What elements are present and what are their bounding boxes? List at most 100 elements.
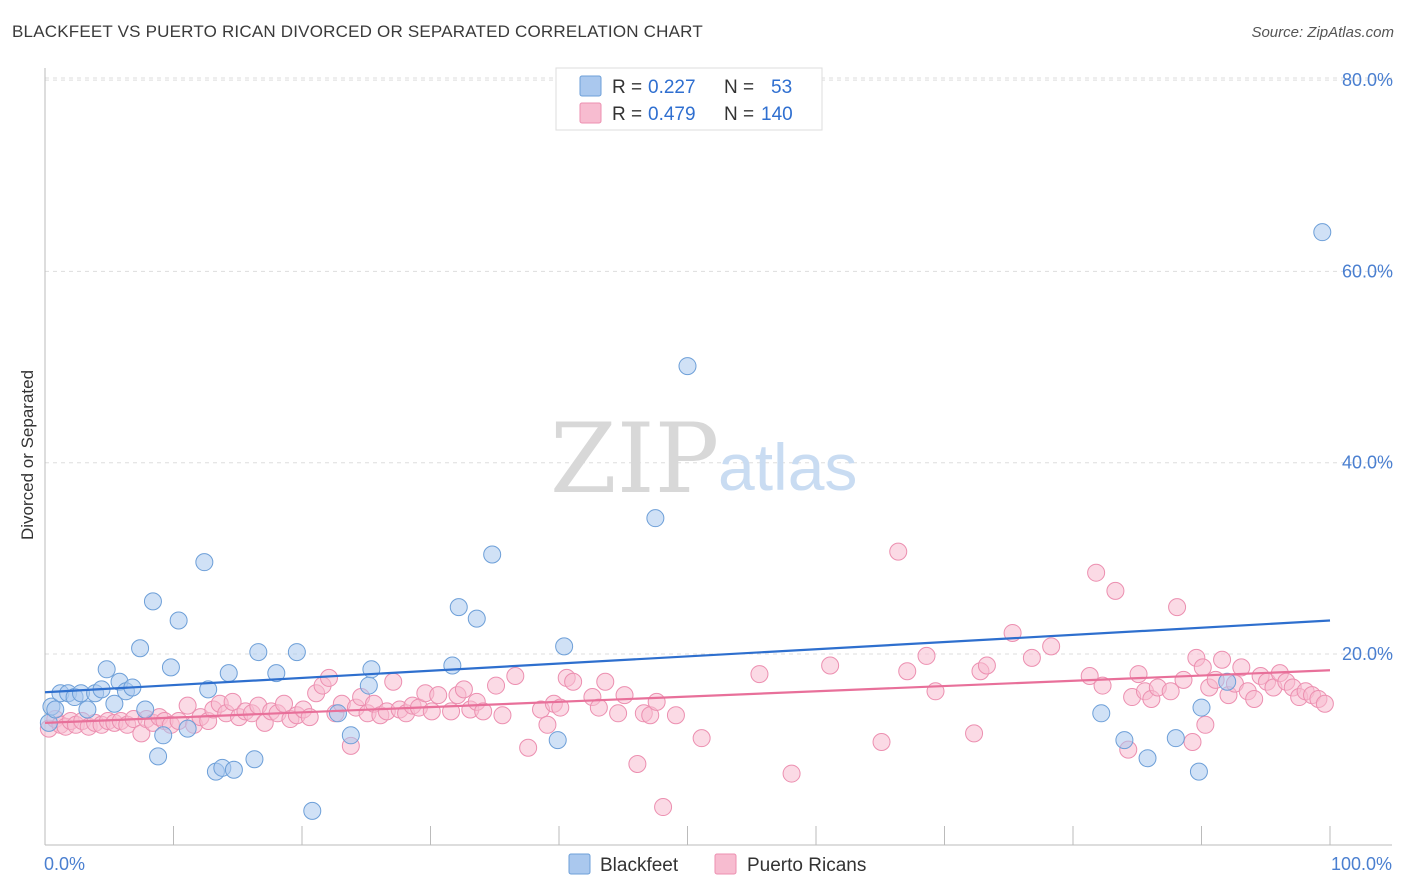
puerto-rican-point (647, 692, 666, 711)
puerto-rican-point (666, 706, 685, 725)
puerto-rican-point (551, 698, 570, 717)
puerto-rican-point (1022, 648, 1041, 667)
legend-r-label-1: R = (612, 104, 642, 125)
chart-title: BLACKFEET VS PUERTO RICAN DIVORCED OR SE… (12, 22, 703, 41)
puerto-rican-point (1093, 676, 1112, 695)
blackfeet-point (169, 611, 188, 630)
blackfeet-point (646, 509, 665, 528)
blackfeet-point (143, 592, 162, 611)
legend-n-value-1: 140 (761, 104, 793, 125)
puerto-rican-point (692, 729, 711, 748)
blackfeet-point (161, 658, 180, 677)
legend-n-value-0: 53 (771, 77, 792, 98)
blackfeet-point (195, 553, 214, 572)
legend-swatch-puerto-ricans (579, 102, 602, 124)
blackfeet-point (149, 747, 168, 766)
puerto-rican-point (474, 702, 493, 721)
puerto-rican-point (821, 656, 840, 675)
puerto-rican-point (1087, 563, 1106, 582)
blackfeet-point (443, 656, 462, 675)
legend-box: R = 0.227 N = 53 R = 0.479 N = 140 (555, 67, 823, 131)
y-tick-label: 60.0% (1342, 261, 1393, 281)
puerto-rican-point (1042, 637, 1061, 656)
puerto-rican-point (917, 646, 936, 665)
blackfeet-trend-line (44, 619, 1331, 694)
puerto-rican-point (519, 738, 538, 757)
legend-r-label-0: R = (612, 77, 642, 98)
puerto-rican-point (1232, 658, 1251, 677)
blackfeet-point (359, 676, 378, 695)
puerto-rican-point (384, 672, 403, 691)
blackfeet-point (1313, 223, 1332, 242)
puerto-rican-point (1245, 689, 1264, 708)
puerto-rican-point (506, 666, 525, 685)
puerto-rican-point (654, 798, 673, 817)
puerto-rican-point (1168, 598, 1187, 617)
blackfeet-point (328, 704, 347, 723)
puerto-rican-point (596, 672, 615, 691)
puerto-rican-point (1315, 694, 1334, 713)
bottom-legend: Blackfeet Puerto Ricans (568, 853, 866, 876)
puerto-rican-point (898, 662, 917, 681)
watermark: ZIP atlas (550, 403, 857, 515)
grid-layer (45, 77, 1392, 655)
puerto-rican-point (965, 724, 984, 743)
blackfeet-point (199, 680, 218, 699)
points-layer (39, 223, 1334, 820)
blackfeet-point (249, 643, 268, 662)
blackfeet-point (178, 719, 197, 738)
blackfeet-point (1115, 731, 1134, 750)
blackfeet-point (678, 357, 697, 376)
puerto-rican-point (429, 686, 448, 705)
blackfeet-point (245, 750, 264, 769)
y-tick-label: 40.0% (1342, 453, 1393, 473)
puerto-rican-point (1129, 665, 1148, 684)
blackfeet-point (219, 664, 238, 683)
bottom-legend-label-blackfeet: Blackfeet (600, 855, 679, 876)
blackfeet-point (303, 801, 322, 820)
blackfeet-point (287, 643, 306, 662)
puerto-rican-point (609, 704, 628, 723)
puerto-rican-point (615, 686, 634, 705)
blackfeet-point (341, 726, 360, 745)
puerto-rican-point (564, 672, 583, 691)
blackfeet-point (1092, 704, 1111, 723)
puerto-rican-point (889, 542, 908, 561)
watermark-zip: ZIP (550, 403, 719, 515)
blackfeet-point (467, 609, 486, 628)
legend-r-value-0: 0.227 (648, 77, 696, 98)
puerto-rican-point (1174, 670, 1193, 689)
trend-layer (44, 619, 1331, 724)
chart-source: Source: ZipAtlas.com (1251, 24, 1394, 41)
blackfeet-point (131, 639, 150, 658)
puerto-rican-point (1161, 682, 1180, 701)
puerto-rican-point (1106, 581, 1125, 600)
puerto-rican-point (1213, 650, 1232, 669)
puerto-rican-point (223, 692, 242, 711)
puerto-rican-point (977, 656, 996, 675)
puerto-rican-point (487, 676, 506, 695)
puerto-rican-point (1193, 658, 1212, 677)
blackfeet-point (78, 700, 97, 719)
blackfeet-point (483, 545, 502, 564)
puerto-rican-point (1183, 732, 1202, 751)
blackfeet-point (154, 726, 173, 745)
blackfeet-point (136, 700, 155, 719)
blackfeet-point (1218, 672, 1237, 691)
puerto-rican-point (872, 732, 891, 751)
legend-swatch-blackfeet (579, 75, 602, 97)
blackfeet-point (449, 598, 468, 617)
puerto-rican-point (589, 698, 608, 717)
blackfeet-point (1189, 762, 1208, 781)
puerto-rican-point (319, 668, 338, 687)
blackfeet-point (1192, 698, 1211, 717)
puerto-rican-point (422, 702, 441, 721)
blackfeet-point (548, 731, 567, 750)
blackfeet-point (224, 760, 243, 779)
legend-n-label-1: N = (724, 104, 754, 125)
watermark-atlas: atlas (718, 430, 857, 504)
blackfeet-point (97, 660, 116, 679)
y-tick-label: 80.0% (1342, 70, 1393, 90)
axes-layer: 20.0% 40.0% 60.0% 80.0% 0.0% 100.0% (44, 68, 1393, 874)
puerto-rican-point (538, 715, 557, 734)
